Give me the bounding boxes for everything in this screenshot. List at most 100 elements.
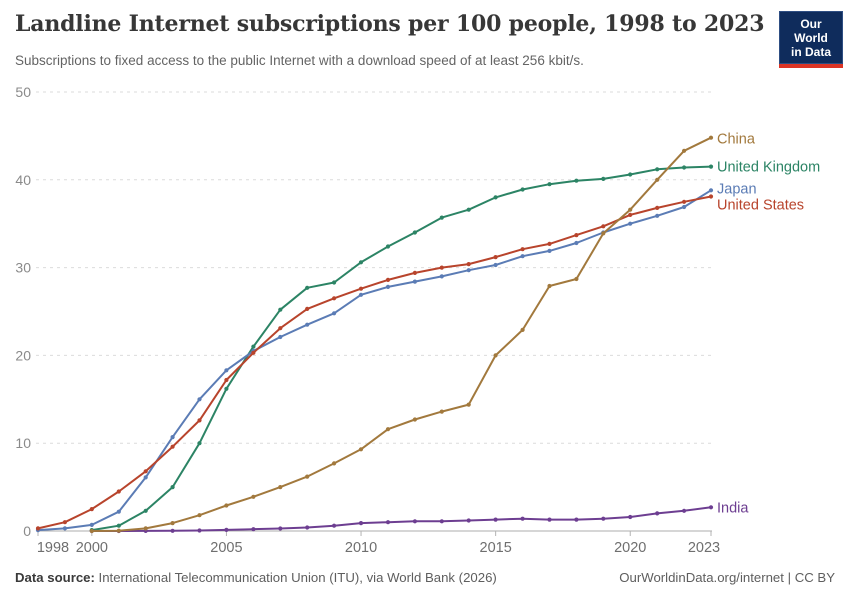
series-marker-united-kingdom	[332, 280, 337, 285]
series-marker-japan	[439, 274, 444, 279]
series-label-japan[interactable]: Japan	[717, 181, 757, 197]
series-marker-india	[520, 516, 525, 521]
series-marker-japan	[493, 262, 498, 268]
series-marker-india	[332, 523, 337, 528]
series-marker-united-kingdom	[385, 244, 391, 249]
series-marker-india	[601, 516, 606, 521]
series-marker-china	[332, 461, 337, 466]
series-united-kingdom	[89, 164, 714, 533]
series-marker-united-states	[439, 265, 444, 270]
owid-logo-stripe	[779, 64, 843, 68]
series-marker-united-states	[708, 194, 714, 199]
series-marker-japan	[520, 254, 525, 259]
series-united-states	[35, 194, 714, 531]
x-tick-label: 2023	[688, 540, 720, 556]
series-line-united-kingdom[interactable]	[90, 165, 712, 532]
series-label-india[interactable]: India	[717, 500, 749, 516]
series-marker-united-kingdom	[143, 508, 148, 513]
series-marker-united-kingdom	[251, 344, 256, 349]
x-tick-label: 2015	[480, 540, 512, 556]
series-marker-united-kingdom	[358, 260, 364, 265]
series-marker-united-states	[466, 262, 471, 267]
series-marker-india	[547, 517, 552, 522]
series-marker-united-kingdom	[574, 178, 579, 183]
series-marker-united-states	[224, 377, 229, 383]
series-marker-united-kingdom	[278, 307, 283, 312]
series-marker-united-kingdom	[224, 386, 229, 391]
owid-link[interactable]: OurWorldinData.org/internet	[619, 570, 784, 585]
data-source-label: Data source:	[15, 570, 95, 585]
series-marker-united-states	[116, 489, 121, 494]
series-marker-united-states	[547, 241, 552, 246]
series-marker-india	[682, 508, 687, 513]
series-marker-india	[358, 521, 364, 526]
series-marker-united-kingdom	[439, 215, 444, 220]
series-marker-japan	[547, 248, 552, 253]
series-marker-united-kingdom	[520, 187, 525, 192]
series-line-india[interactable]	[90, 506, 712, 532]
y-tick-label: 40	[15, 172, 31, 188]
series-marker-united-states	[305, 306, 310, 311]
series-marker-united-states	[493, 255, 498, 260]
series-marker-japan	[278, 334, 283, 340]
owid-logo[interactable]: Our World in Data	[779, 11, 843, 68]
series-marker-united-states	[197, 418, 202, 423]
series-label-united-kingdom[interactable]: United Kingdom	[717, 160, 820, 176]
series-marker-japan	[708, 188, 714, 193]
series-marker-china	[466, 402, 471, 407]
series-marker-china	[412, 417, 417, 422]
chart-subtitle: Subscriptions to fixed access to the pub…	[15, 53, 584, 68]
series-line-japan[interactable]	[37, 189, 712, 532]
series-marker-india	[224, 527, 229, 532]
series-marker-japan	[412, 279, 417, 284]
series-marker-united-states	[278, 326, 283, 331]
series-marker-china	[278, 485, 283, 490]
series-marker-china	[170, 521, 175, 526]
series-marker-united-kingdom	[708, 164, 714, 169]
series-marker-china	[251, 494, 256, 499]
series-marker-china	[520, 327, 525, 332]
series-marker-united-kingdom	[466, 207, 471, 212]
series-marker-united-states	[601, 224, 606, 229]
x-tick-label: 2005	[210, 540, 242, 556]
y-tick-label: 20	[15, 347, 31, 363]
series-marker-united-kingdom	[116, 523, 121, 528]
series-marker-india	[628, 514, 633, 520]
x-tick-label: 2020	[614, 540, 646, 556]
series-marker-china	[358, 447, 364, 452]
series-marker-japan	[466, 268, 471, 273]
series-line-china[interactable]	[90, 136, 712, 532]
series-marker-japan	[574, 240, 579, 246]
license-badge[interactable]: | CC BY	[783, 570, 835, 585]
series-label-united-states[interactable]: United States	[717, 198, 804, 214]
series-marker-japan	[89, 522, 94, 527]
series-marker-japan	[358, 292, 364, 297]
series-marker-china	[708, 135, 714, 140]
series-marker-united-states	[143, 469, 148, 474]
series-line-united-states[interactable]	[37, 195, 712, 530]
series-marker-india	[439, 519, 444, 524]
series-marker-united-kingdom	[493, 195, 498, 200]
series-japan	[35, 188, 714, 533]
series-marker-japan	[682, 204, 687, 210]
chart-footer: Data source: International Telecommunica…	[15, 570, 835, 585]
series-marker-india	[493, 517, 498, 522]
series-marker-india	[197, 528, 202, 533]
series-marker-india	[385, 520, 391, 525]
series-marker-china	[574, 276, 579, 282]
series-marker-india	[251, 527, 256, 532]
series-marker-japan	[305, 322, 310, 327]
series-marker-united-states	[412, 270, 417, 275]
series-marker-united-kingdom	[547, 182, 552, 187]
page-title: Landline Internet subscriptions per 100 …	[15, 11, 765, 37]
y-tick-label: 30	[15, 260, 31, 276]
series-marker-united-states	[62, 520, 67, 525]
series-marker-china	[601, 231, 606, 236]
series-marker-china	[197, 513, 202, 518]
series-label-china[interactable]: China	[717, 132, 756, 148]
series-marker-united-kingdom	[628, 172, 633, 177]
series-marker-united-states	[89, 507, 94, 512]
series-marker-japan	[197, 397, 202, 402]
y-tick-label: 50	[15, 84, 31, 100]
series-india	[89, 505, 714, 534]
